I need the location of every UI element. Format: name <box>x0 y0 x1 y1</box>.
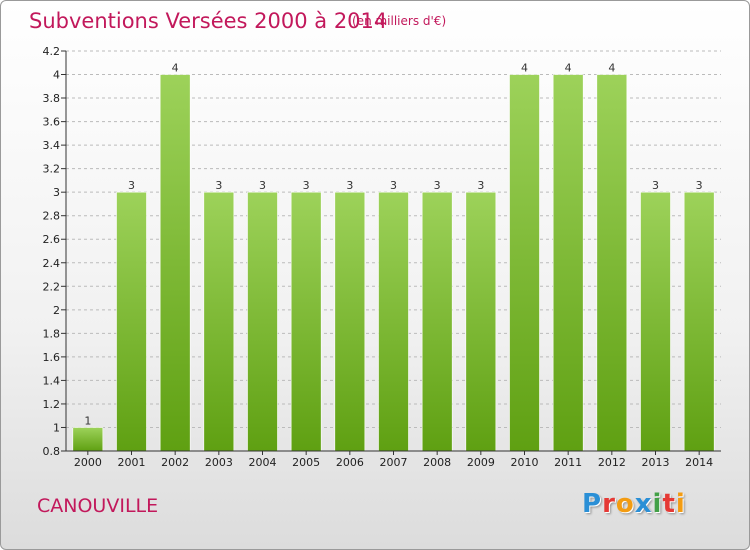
x-tick-label-2004: 2004 <box>249 456 277 469</box>
y-tick-label: 1.2 <box>43 398 61 411</box>
x-tick-label-2014: 2014 <box>685 456 713 469</box>
data-label-2007: 3 <box>390 179 397 192</box>
bar-2006[interactable] <box>334 191 366 452</box>
chart-title: Subventions Versées 2000 à 2014 <box>29 9 388 33</box>
bar-2011[interactable] <box>552 74 584 452</box>
x-tick-label-2003: 2003 <box>205 456 233 469</box>
labels: 0.8 1 1.2 1.4 1.6 1.8 2 2.2 2.4 2.6 2.8 3 3.2 3.4 3.6 3… <box>43 45 714 469</box>
bar-2013[interactable] <box>640 191 671 452</box>
bar-2010[interactable] <box>509 74 540 452</box>
bars <box>72 74 715 452</box>
bar-2014[interactable] <box>683 191 715 452</box>
logo-letter: o <box>615 489 635 519</box>
x-tick-label-2005: 2005 <box>292 456 320 469</box>
data-label-2005: 3 <box>303 179 310 192</box>
commune-name: CANOUVILLE <box>37 495 159 517</box>
y-tick-label: 1.4 <box>43 374 61 387</box>
x-tick-label-2007: 2007 <box>380 456 408 469</box>
logo-letter: t <box>662 489 676 519</box>
data-label-2010: 4 <box>521 62 528 75</box>
data-label-2009: 3 <box>477 179 484 192</box>
y-tick-label: 4 <box>53 69 60 82</box>
y-tick-label: 2.2 <box>43 280 61 293</box>
x-tick-label-2012: 2012 <box>598 456 626 469</box>
bar-2009[interactable] <box>465 191 497 452</box>
data-label-2004: 3 <box>259 179 266 192</box>
logo-letter: i <box>652 489 663 519</box>
y-tick-label: 1 <box>53 421 60 434</box>
y-tick-label: 3.8 <box>43 92 61 105</box>
y-tick-label: 2 <box>53 304 60 317</box>
data-label-2008: 3 <box>434 179 441 192</box>
logo-letter: i <box>675 489 686 519</box>
x-tick-label-2011: 2011 <box>554 456 582 469</box>
y-tick-label: 3.4 <box>43 139 61 152</box>
bar-2000[interactable] <box>72 427 104 452</box>
proxiti-logo[interactable]: Proxiti <box>582 489 686 519</box>
bar-2001[interactable] <box>116 191 147 452</box>
bar-2002[interactable] <box>159 74 191 452</box>
data-label-2003: 3 <box>215 179 222 192</box>
bar-2004[interactable] <box>247 191 278 452</box>
y-tick-label: 2.4 <box>43 257 61 270</box>
data-label-2002: 4 <box>172 62 179 75</box>
bar-2012[interactable] <box>596 74 628 452</box>
logo-letter: r <box>602 489 616 519</box>
y-tick-label: 1.8 <box>43 327 61 340</box>
x-tick-label-2008: 2008 <box>423 456 451 469</box>
data-label-2000: 1 <box>84 414 91 427</box>
data-label-2014: 3 <box>696 179 703 192</box>
bar-2007[interactable] <box>378 191 409 452</box>
bar-2003[interactable] <box>203 191 235 452</box>
data-label-2013: 3 <box>652 179 659 192</box>
x-tick-label-2001: 2001 <box>118 456 146 469</box>
x-tick-label-2000: 2000 <box>74 456 102 469</box>
axes <box>61 50 721 455</box>
chart-unit-label: (en milliers d'€) <box>352 14 447 28</box>
x-tick-label-2010: 2010 <box>511 456 539 469</box>
x-tick-label-2006: 2006 <box>336 456 364 469</box>
y-tick-label: 2.8 <box>43 210 61 223</box>
y-tick-label: 2.6 <box>43 233 61 246</box>
y-tick-label: 0.8 <box>43 445 61 458</box>
data-label-2011: 4 <box>565 62 572 75</box>
y-tick-label: 3.6 <box>43 116 61 129</box>
data-label-2012: 4 <box>608 62 615 75</box>
y-tick-label: 1.6 <box>43 351 61 364</box>
data-label-2001: 3 <box>128 179 135 192</box>
logo-letter: P <box>582 489 603 519</box>
y-tick-label: 3.2 <box>43 163 61 176</box>
y-tick-label: 4.2 <box>43 45 61 58</box>
bar-2008[interactable] <box>421 191 453 452</box>
x-tick-label-2009: 2009 <box>467 456 495 469</box>
logo-letter: x <box>634 489 653 519</box>
y-tick-label: 3 <box>53 186 60 199</box>
bar-2005[interactable] <box>290 191 322 452</box>
x-tick-label-2013: 2013 <box>642 456 670 469</box>
data-label-2006: 3 <box>346 179 353 192</box>
x-tick-label-2002: 2002 <box>161 456 189 469</box>
